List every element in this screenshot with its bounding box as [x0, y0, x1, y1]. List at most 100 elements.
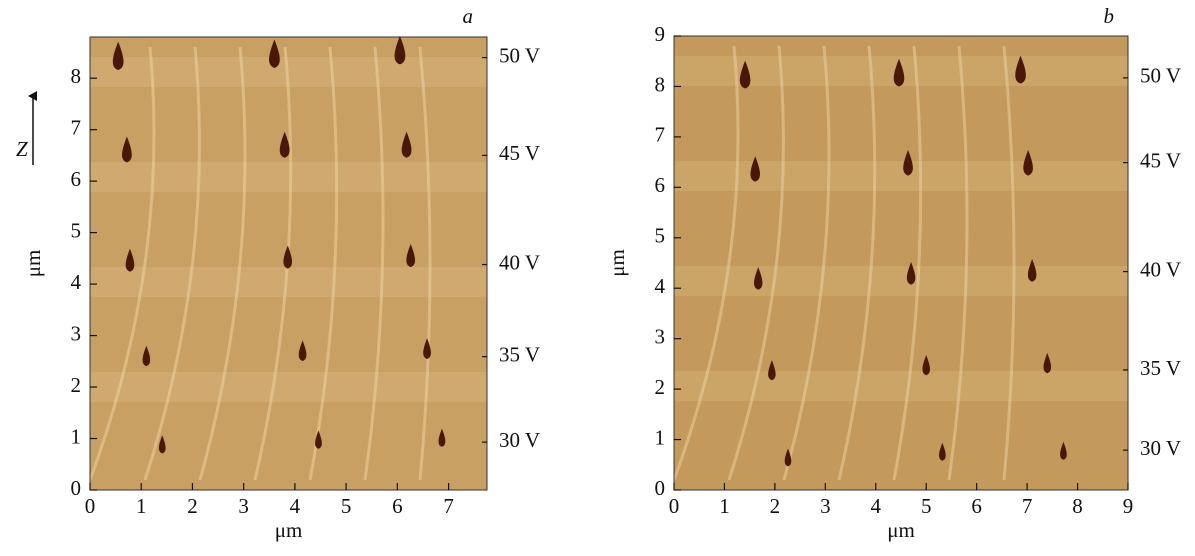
texture-band — [90, 267, 487, 297]
x-tick-label: 4 — [871, 494, 882, 518]
x-tick-label: 4 — [290, 494, 301, 518]
y-tick-label: 0 — [655, 476, 666, 500]
y-tick-label: 6 — [71, 167, 82, 191]
texture — [143, 46, 201, 481]
y-tick-label: 1 — [71, 424, 82, 448]
x-tick-label: 5 — [341, 494, 352, 518]
domain-mark — [315, 430, 322, 449]
domain-mark — [298, 340, 307, 362]
domain-mark — [1027, 258, 1037, 282]
x-tick-label: 0 — [85, 494, 96, 518]
voltage-label: 45 V — [499, 141, 540, 165]
x-tick-label: 8 — [1072, 494, 1083, 518]
texture — [308, 46, 339, 481]
y-tick-label: 3 — [655, 324, 666, 348]
y-tick-label: 2 — [655, 375, 666, 399]
x-tick-label: 7 — [443, 494, 454, 518]
domain-mark — [125, 248, 135, 272]
texture-band — [674, 161, 1128, 191]
y-tick-label: 9 — [655, 22, 666, 46]
voltage-label: 50 V — [1140, 64, 1181, 88]
texture — [672, 45, 740, 481]
y-tick-label: 3 — [71, 321, 82, 345]
domain-mark — [142, 345, 151, 367]
y-tick-label: 0 — [71, 476, 82, 500]
plot-frame — [89, 36, 488, 491]
domain-mark — [423, 338, 431, 359]
x-tick-label: 3 — [820, 494, 831, 518]
domain-mark — [893, 58, 905, 87]
domain-mark — [269, 39, 280, 68]
y-tick-label: 5 — [655, 224, 666, 248]
voltage-label: 30 V — [1140, 436, 1181, 460]
x-tick-label: 1 — [719, 494, 730, 518]
texture — [782, 45, 831, 481]
x-tick-label: 9 — [1123, 494, 1134, 518]
voltage-label: 30 V — [499, 428, 540, 452]
x-tick-label: 1 — [136, 494, 147, 518]
domain-mark — [922, 354, 930, 376]
domain-mark — [401, 131, 412, 158]
x-tick-label: 2 — [770, 494, 781, 518]
x-tick-label: 7 — [1022, 494, 1033, 518]
domain-mark — [122, 136, 132, 163]
domain-mark — [279, 131, 290, 158]
panel-label: b — [1104, 4, 1115, 28]
y-tick-label: 8 — [655, 72, 666, 96]
afm-image — [674, 36, 1128, 490]
domain-mark — [903, 150, 913, 176]
y-tick-label: 6 — [655, 173, 666, 197]
y-tick-label: 5 — [71, 218, 82, 242]
domain-mark — [283, 245, 293, 269]
voltage-label: 50 V — [499, 43, 540, 67]
y-tick-label: 4 — [71, 270, 82, 294]
y-tick-label: 4 — [655, 274, 666, 298]
domain-mark — [1015, 55, 1026, 84]
texture-band — [90, 162, 487, 192]
texture — [947, 45, 969, 481]
x-axis-label: μm — [275, 518, 303, 542]
y-tick-label: 7 — [71, 115, 82, 139]
x-tick-label: 6 — [971, 494, 982, 518]
domain-mark — [438, 428, 446, 447]
z-label: Z — [16, 137, 28, 161]
texture-band — [90, 57, 487, 87]
domain-mark — [158, 435, 166, 454]
domain-mark — [750, 156, 760, 182]
domain-mark — [754, 267, 763, 290]
domain-mark — [112, 41, 124, 70]
texture — [892, 45, 923, 481]
domain-mark — [394, 35, 406, 65]
plot-frame — [673, 35, 1129, 491]
texture — [837, 45, 877, 481]
voltage-label: 45 V — [1140, 148, 1181, 172]
texture — [88, 46, 156, 481]
texture-band — [674, 371, 1128, 401]
texture — [1002, 45, 1016, 481]
voltage-label: 35 V — [1140, 356, 1181, 380]
x-axis-label: μm — [887, 518, 915, 542]
domain-mark — [1060, 441, 1067, 460]
voltage-label: 40 V — [1140, 257, 1181, 281]
domain-mark — [939, 442, 946, 461]
domain-mark — [1043, 352, 1052, 374]
domain-mark — [784, 448, 792, 467]
domain-mark — [406, 243, 416, 268]
domain-mark — [906, 262, 916, 285]
y-tick-label: 7 — [655, 123, 666, 147]
domain-mark — [768, 360, 776, 381]
domain-mark — [739, 60, 751, 89]
y-tick-label: 8 — [71, 64, 82, 88]
texture — [418, 46, 432, 481]
domain-mark — [1023, 150, 1033, 176]
y-axis-label: μm — [605, 249, 629, 277]
texture — [198, 46, 247, 481]
panel-label: a — [463, 4, 474, 28]
voltage-label: 35 V — [499, 342, 540, 366]
voltage-label: 40 V — [499, 250, 540, 274]
texture-band — [674, 266, 1128, 296]
x-tick-label: 6 — [392, 494, 403, 518]
texture-band — [90, 372, 487, 402]
y-tick-label: 1 — [655, 425, 666, 449]
